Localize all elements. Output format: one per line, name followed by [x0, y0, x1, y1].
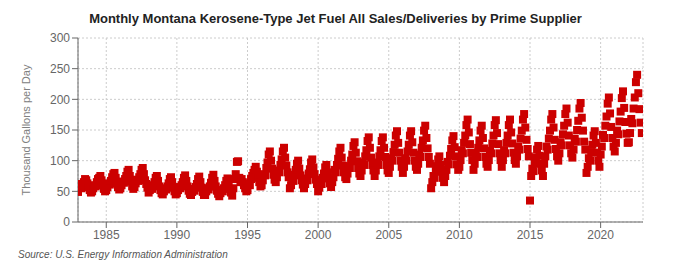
html-text:Monthly Montana Kerosene-Type: Monthly Montana Kerosene-Type Jet Fuel A…	[89, 11, 582, 26]
svg-text:2010: 2010	[446, 228, 473, 242]
svg-text:2000: 2000	[305, 228, 332, 242]
svg-text:Thousand Gallons per Day: Thousand Gallons per Day	[20, 64, 32, 195]
svg-text:100: 100	[50, 154, 70, 168]
svg-text:1995: 1995	[234, 228, 261, 242]
svg-text:200: 200	[50, 93, 70, 107]
svg-text:50: 50	[57, 185, 71, 199]
svg-text:2020: 2020	[587, 228, 614, 242]
svg-text:2015: 2015	[517, 228, 544, 242]
svg-text:300: 300	[50, 31, 70, 45]
svg-text:1985: 1985	[93, 228, 120, 242]
svg-text:2005: 2005	[375, 228, 402, 242]
svg-text:1990: 1990	[164, 228, 191, 242]
html-text:Source: U.S. Energy Informatio: Source: U.S. Energy Information Administ…	[18, 249, 228, 260]
svg-text:0: 0	[63, 215, 70, 229]
svg-text:150: 150	[50, 123, 70, 137]
svg-text:250: 250	[50, 62, 70, 76]
